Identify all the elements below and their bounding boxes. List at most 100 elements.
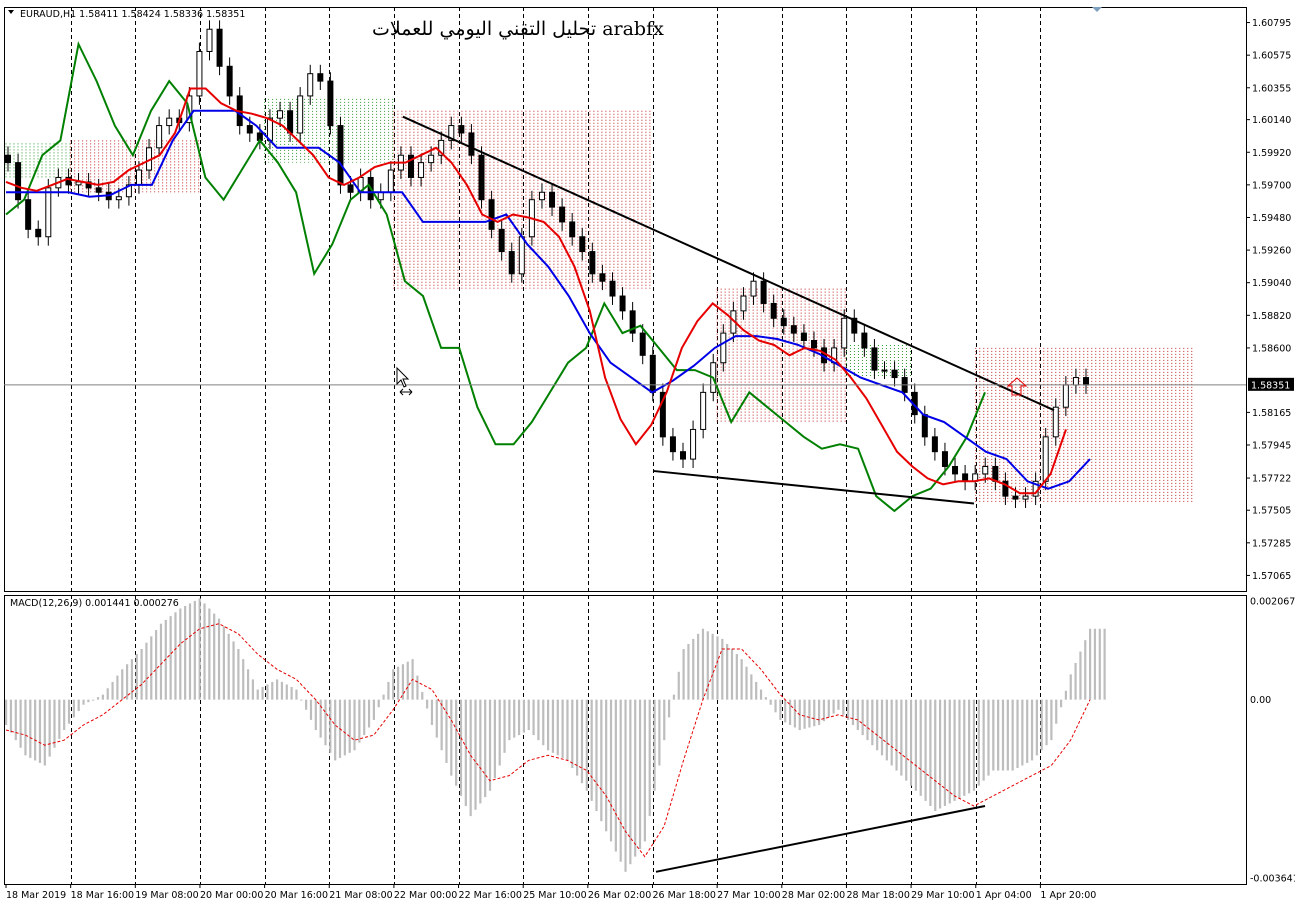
candle-body xyxy=(297,95,304,134)
macd-histogram-bar xyxy=(905,699,908,781)
candle-body xyxy=(246,125,253,134)
price-tick-label: 1.59700 xyxy=(1252,180,1291,191)
macd-histogram-bar xyxy=(1084,640,1087,700)
arrow-up-icon xyxy=(1006,377,1028,396)
macd-histogram-bar xyxy=(193,600,196,700)
macd-histogram-bar xyxy=(290,686,293,700)
macd-histogram-bar xyxy=(832,699,835,714)
macd-histogram-bar xyxy=(943,699,947,806)
macd-histogram-bar xyxy=(9,699,13,733)
candle-body xyxy=(508,251,515,275)
candle-body xyxy=(156,125,163,149)
candle-body xyxy=(690,428,697,460)
macd-histogram-bar xyxy=(711,633,714,700)
price-tick-label: 1.60140 xyxy=(1252,115,1291,126)
candle-body xyxy=(720,332,727,364)
macd-histogram-bar xyxy=(43,699,46,766)
indicator-lines xyxy=(5,40,1091,513)
macd-histogram-bar xyxy=(547,699,550,751)
overlays: EURAUD,H1 1.58411 1.58424 1.58336 1.5835… xyxy=(4,7,1294,609)
time-tick-label: 1 Apr 04:00 xyxy=(976,890,1032,901)
candle-body xyxy=(206,28,213,52)
candle-body xyxy=(659,391,666,438)
candle-body xyxy=(760,280,767,304)
macd-tick-label: -0.003641 xyxy=(1250,874,1295,885)
candle-body xyxy=(982,465,989,475)
candle-body xyxy=(941,451,948,467)
macd-histogram-bar xyxy=(1006,699,1009,771)
macd-histogram-bar xyxy=(963,699,966,796)
macd-histogram-bar xyxy=(740,659,743,700)
candle-body xyxy=(1072,377,1079,386)
macd-histogram-bar xyxy=(614,699,617,852)
macd-histogram-bar xyxy=(53,699,56,748)
candle-body xyxy=(327,80,334,127)
macd-histogram-bar xyxy=(67,699,71,724)
macd-histogram-bar xyxy=(96,697,100,700)
macd-histogram-bar xyxy=(890,699,893,766)
macd-panel-frame xyxy=(4,595,1247,885)
macd-histogram-bar xyxy=(1045,699,1048,746)
candle-body xyxy=(458,125,465,134)
price-tick-label: 1.57722 xyxy=(1252,474,1291,485)
macd-histogram-bar xyxy=(150,636,153,700)
macd-histogram-bar xyxy=(203,603,206,700)
macd-histogram-bar xyxy=(697,633,700,700)
candle-body xyxy=(599,273,606,282)
macd-histogram-bar xyxy=(818,699,821,725)
macd-histogram-bar xyxy=(363,699,366,736)
candle-body xyxy=(1022,495,1029,500)
macd-histogram-bar xyxy=(276,679,279,700)
macd-histogram-bar xyxy=(992,699,995,771)
time-tick-label: 18 Mar 16:00 xyxy=(71,890,134,901)
macd-histogram-bar xyxy=(701,628,705,700)
candle-body xyxy=(579,236,586,253)
macd-histogram-bar xyxy=(285,684,288,700)
candle-body xyxy=(891,369,898,379)
macd-histogram-bar xyxy=(319,699,322,738)
candle-body xyxy=(569,221,576,238)
macd-histogram-bar xyxy=(484,699,487,798)
macd-histogram-bar xyxy=(619,699,622,862)
macd-histogram-bar xyxy=(184,605,187,700)
macd-histogram-bar xyxy=(658,699,661,766)
macd-histogram-bar xyxy=(764,697,767,700)
macd-histogram-bar xyxy=(14,699,17,741)
candle-body xyxy=(538,191,545,201)
macd-histogram-bar xyxy=(208,608,211,700)
candle-body xyxy=(45,187,52,238)
time-tick-label: 25 Mar 10:00 xyxy=(523,890,586,901)
candle-body xyxy=(559,206,566,223)
macd-histogram-bar xyxy=(788,699,792,725)
macd-histogram-bar xyxy=(474,699,477,810)
macd-histogram-bar xyxy=(522,699,526,733)
macd-histogram-bar xyxy=(721,638,724,700)
current-price-label: 1.58351 xyxy=(1251,380,1290,391)
macd-histogram-bar xyxy=(406,661,409,700)
candle-body xyxy=(629,310,636,334)
candle-body xyxy=(851,317,858,334)
candle-body xyxy=(639,332,646,356)
macd-histogram-bar xyxy=(314,699,317,731)
macd-histogram-bar xyxy=(672,694,676,700)
macd-histogram-bar xyxy=(111,681,114,700)
macd-histogram-bar xyxy=(813,699,816,727)
macd-histogram-bar xyxy=(237,649,240,700)
candle-body xyxy=(448,125,455,141)
macd-histogram-bar xyxy=(367,699,371,728)
macd-histogram-bar xyxy=(377,699,380,708)
time-tick-label: 20 Mar 00:00 xyxy=(200,890,263,901)
axes: 1.60795 1.60575 1.60355 1.60140 1.59920 1.597… xyxy=(5,18,1295,901)
macd-histogram-bar xyxy=(972,699,976,791)
candle-body xyxy=(619,295,626,312)
time-tick-label: 18 Mar 2019 xyxy=(6,890,66,901)
macd-histogram-bar xyxy=(1089,628,1092,700)
macd-histogram-bar xyxy=(919,699,922,796)
candle-body xyxy=(790,325,797,334)
kijun-sen-line xyxy=(6,109,1091,490)
macd-histogram-bar xyxy=(382,694,385,700)
candle-body xyxy=(488,199,495,230)
candle-body xyxy=(800,332,807,342)
